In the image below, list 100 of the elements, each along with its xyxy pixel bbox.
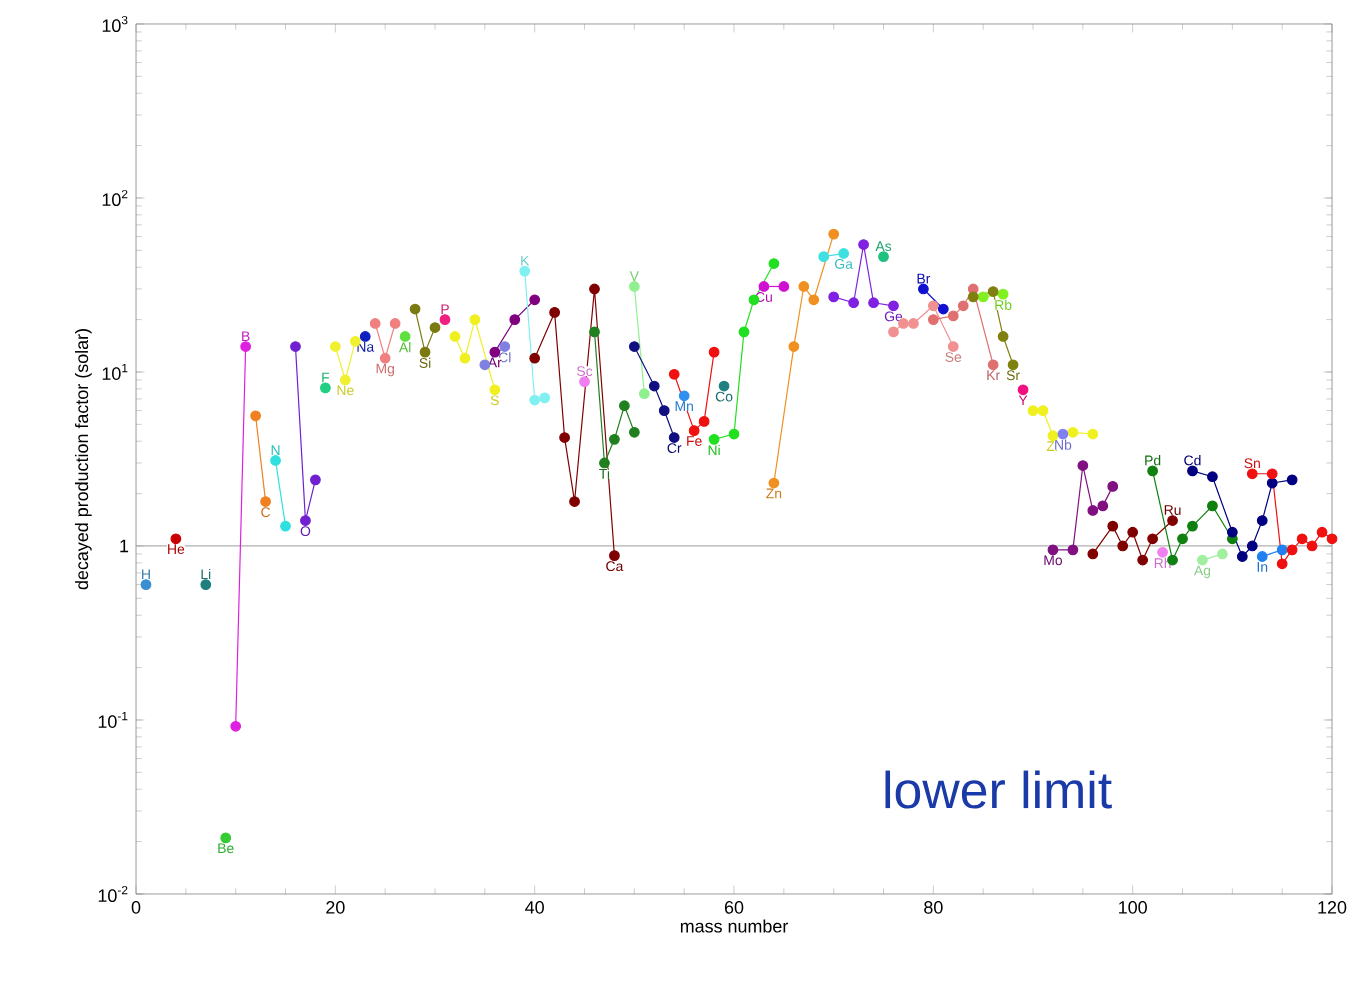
point: [1087, 548, 1099, 560]
point: [1187, 520, 1198, 532]
point: [628, 281, 640, 292]
point: [957, 300, 969, 312]
point: [1306, 540, 1318, 552]
point: [688, 425, 700, 437]
point: [1107, 481, 1119, 492]
point: [868, 297, 879, 309]
point: [648, 380, 660, 392]
point: [280, 520, 291, 532]
point: [987, 286, 999, 297]
point: [1147, 533, 1158, 545]
point: [718, 380, 730, 392]
point: [609, 550, 620, 562]
x-tick-label: 120: [1318, 901, 1347, 914]
point: [1147, 465, 1158, 477]
point: [1087, 428, 1099, 440]
point: [987, 359, 999, 371]
point: [429, 322, 441, 333]
point: [310, 474, 321, 486]
point: [1276, 544, 1288, 556]
point: [399, 331, 411, 342]
point: [529, 394, 541, 406]
y-axis-title: decayed production factor (solar): [74, 329, 92, 590]
point: [927, 314, 939, 325]
point: [369, 318, 381, 329]
point: [997, 331, 1009, 342]
point: [1027, 405, 1039, 416]
point: [260, 496, 271, 507]
point: [838, 248, 850, 259]
point: [1217, 548, 1228, 560]
point: [888, 300, 899, 312]
point: [220, 832, 232, 844]
point: [339, 374, 351, 386]
point: [230, 720, 242, 732]
point: [628, 426, 640, 438]
point: [937, 303, 949, 315]
point: [1296, 533, 1308, 545]
point: [738, 326, 750, 338]
point: [977, 291, 989, 303]
point: [320, 382, 331, 394]
point: [818, 251, 830, 263]
point: [1326, 533, 1338, 545]
point: [409, 303, 421, 315]
point: [927, 300, 939, 312]
point: [240, 341, 252, 352]
point: [1137, 554, 1149, 566]
point: [1157, 546, 1168, 558]
point: [389, 318, 401, 329]
point: [858, 239, 869, 250]
point: [329, 341, 341, 352]
point: [668, 432, 680, 443]
y-tick-label: 10$^{-1}$: [98, 711, 128, 728]
point: [270, 455, 281, 466]
point: [559, 432, 570, 443]
point: [529, 352, 541, 364]
point: [379, 352, 391, 364]
point: [529, 294, 541, 306]
point: [1077, 460, 1089, 471]
point: [1067, 426, 1079, 438]
point: [758, 281, 770, 292]
point: [300, 515, 311, 526]
point: [828, 228, 840, 240]
annotation: lower limit: [885, 770, 1112, 809]
x-tick-label: 80: [924, 901, 943, 914]
x-tick-label: 40: [525, 901, 544, 914]
point: [579, 376, 590, 388]
point: [728, 428, 740, 440]
point: [439, 314, 451, 325]
point: [1037, 405, 1049, 416]
point: [1067, 544, 1079, 556]
point: [569, 496, 580, 507]
point: [828, 291, 840, 303]
point: [459, 352, 471, 364]
point: [1207, 500, 1218, 512]
point: [1246, 468, 1258, 480]
point: [1097, 500, 1109, 512]
point: [1236, 551, 1248, 562]
point: [908, 318, 919, 329]
point: [599, 457, 610, 469]
point: [698, 416, 710, 427]
x-tick-label: 60: [724, 901, 744, 914]
point: [1226, 526, 1238, 538]
point: [708, 346, 720, 358]
point: [1246, 540, 1258, 552]
point: [1197, 554, 1208, 566]
point: [140, 579, 152, 590]
point: [658, 405, 670, 416]
point: [1256, 515, 1268, 526]
point: [768, 258, 780, 269]
point: [848, 297, 859, 309]
point: [947, 341, 959, 352]
point: [918, 283, 929, 295]
point: [1127, 526, 1139, 538]
point: [1007, 359, 1019, 371]
point: [798, 281, 810, 292]
point: [1286, 474, 1298, 486]
x-tick-label: 0: [131, 901, 141, 914]
point: [489, 384, 501, 396]
point: [778, 281, 790, 292]
